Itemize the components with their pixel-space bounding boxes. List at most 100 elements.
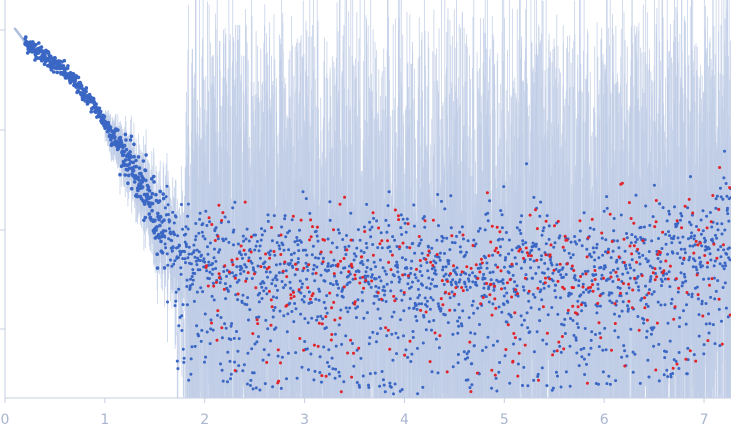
data-point (156, 211, 160, 216)
data-point (191, 282, 194, 286)
data-point (110, 129, 115, 133)
outlier-point (353, 300, 357, 304)
data-point (280, 280, 284, 283)
outlier-point (572, 269, 576, 272)
data-point (329, 282, 332, 285)
data-point (650, 239, 654, 243)
data-point (191, 278, 195, 282)
outlier-point (264, 252, 268, 256)
data-point (287, 248, 291, 252)
data-point (131, 168, 136, 173)
data-point (427, 320, 431, 324)
data-point (687, 258, 691, 262)
data-point (237, 278, 241, 282)
data-point (199, 339, 203, 343)
data-point (334, 279, 338, 283)
outlier-point (543, 281, 547, 285)
data-point (423, 225, 427, 229)
outlier-point (651, 271, 655, 275)
data-point (531, 241, 535, 245)
outlier-point (705, 226, 709, 230)
data-point (721, 286, 725, 289)
data-point (645, 293, 649, 297)
outlier-point (265, 360, 269, 364)
outlier-point (664, 259, 668, 263)
data-point (564, 370, 568, 374)
data-point (426, 269, 430, 273)
data-point (98, 109, 103, 114)
data-point (264, 318, 268, 322)
data-point (547, 237, 551, 241)
data-point (601, 291, 605, 295)
outlier-point (640, 274, 644, 278)
data-point (407, 306, 411, 310)
data-point (376, 307, 380, 311)
data-point (375, 294, 379, 298)
data-point (668, 285, 672, 289)
outlier-point (315, 225, 319, 229)
data-point (142, 202, 147, 206)
outlier-point (593, 269, 597, 272)
data-point (725, 208, 729, 212)
data-point (712, 264, 716, 268)
data-point (313, 279, 317, 283)
outlier-point (600, 231, 604, 235)
data-point (726, 315, 730, 319)
data-point (721, 197, 725, 201)
data-point (422, 215, 426, 218)
data-point (344, 306, 348, 310)
outlier-point (204, 264, 208, 268)
data-point (304, 197, 308, 201)
data-point (468, 273, 471, 277)
data-point (306, 321, 310, 325)
data-point (439, 307, 443, 311)
data-point (257, 300, 261, 304)
data-point (692, 353, 696, 357)
data-point (112, 142, 116, 147)
data-point (248, 248, 252, 251)
outlier-point (427, 249, 431, 253)
data-point (399, 289, 403, 293)
data-point (428, 307, 432, 311)
data-point (427, 276, 431, 280)
data-point (436, 193, 440, 196)
data-point (73, 76, 78, 81)
data-point (355, 246, 359, 250)
data-point (473, 332, 477, 336)
data-point (428, 287, 432, 291)
data-point (701, 264, 704, 268)
data-point (634, 240, 638, 244)
data-point (463, 253, 467, 257)
data-point (83, 99, 88, 103)
data-point (680, 284, 684, 288)
data-point (649, 275, 653, 279)
data-point (166, 213, 170, 216)
data-point (241, 256, 244, 260)
outlier-point (279, 233, 283, 237)
data-point (150, 208, 154, 213)
data-point (402, 334, 405, 338)
data-point (411, 280, 414, 284)
data-point (123, 158, 128, 162)
outlier-point (244, 279, 248, 283)
outlier-point (480, 261, 484, 265)
data-point (611, 268, 615, 272)
data-point (367, 386, 371, 389)
outlier-point (622, 237, 626, 241)
data-point (573, 235, 577, 238)
data-point (167, 237, 171, 241)
data-point (449, 194, 453, 198)
data-point (613, 312, 616, 316)
data-point (338, 374, 342, 378)
data-point (463, 357, 467, 361)
data-point (545, 214, 549, 218)
data-point (209, 318, 213, 322)
data-point (497, 370, 501, 374)
data-point (502, 185, 506, 189)
data-point (505, 291, 509, 295)
data-point (705, 214, 709, 218)
data-point (713, 297, 717, 301)
data-point (449, 280, 453, 284)
outlier-point (691, 211, 695, 215)
data-point (291, 266, 295, 269)
